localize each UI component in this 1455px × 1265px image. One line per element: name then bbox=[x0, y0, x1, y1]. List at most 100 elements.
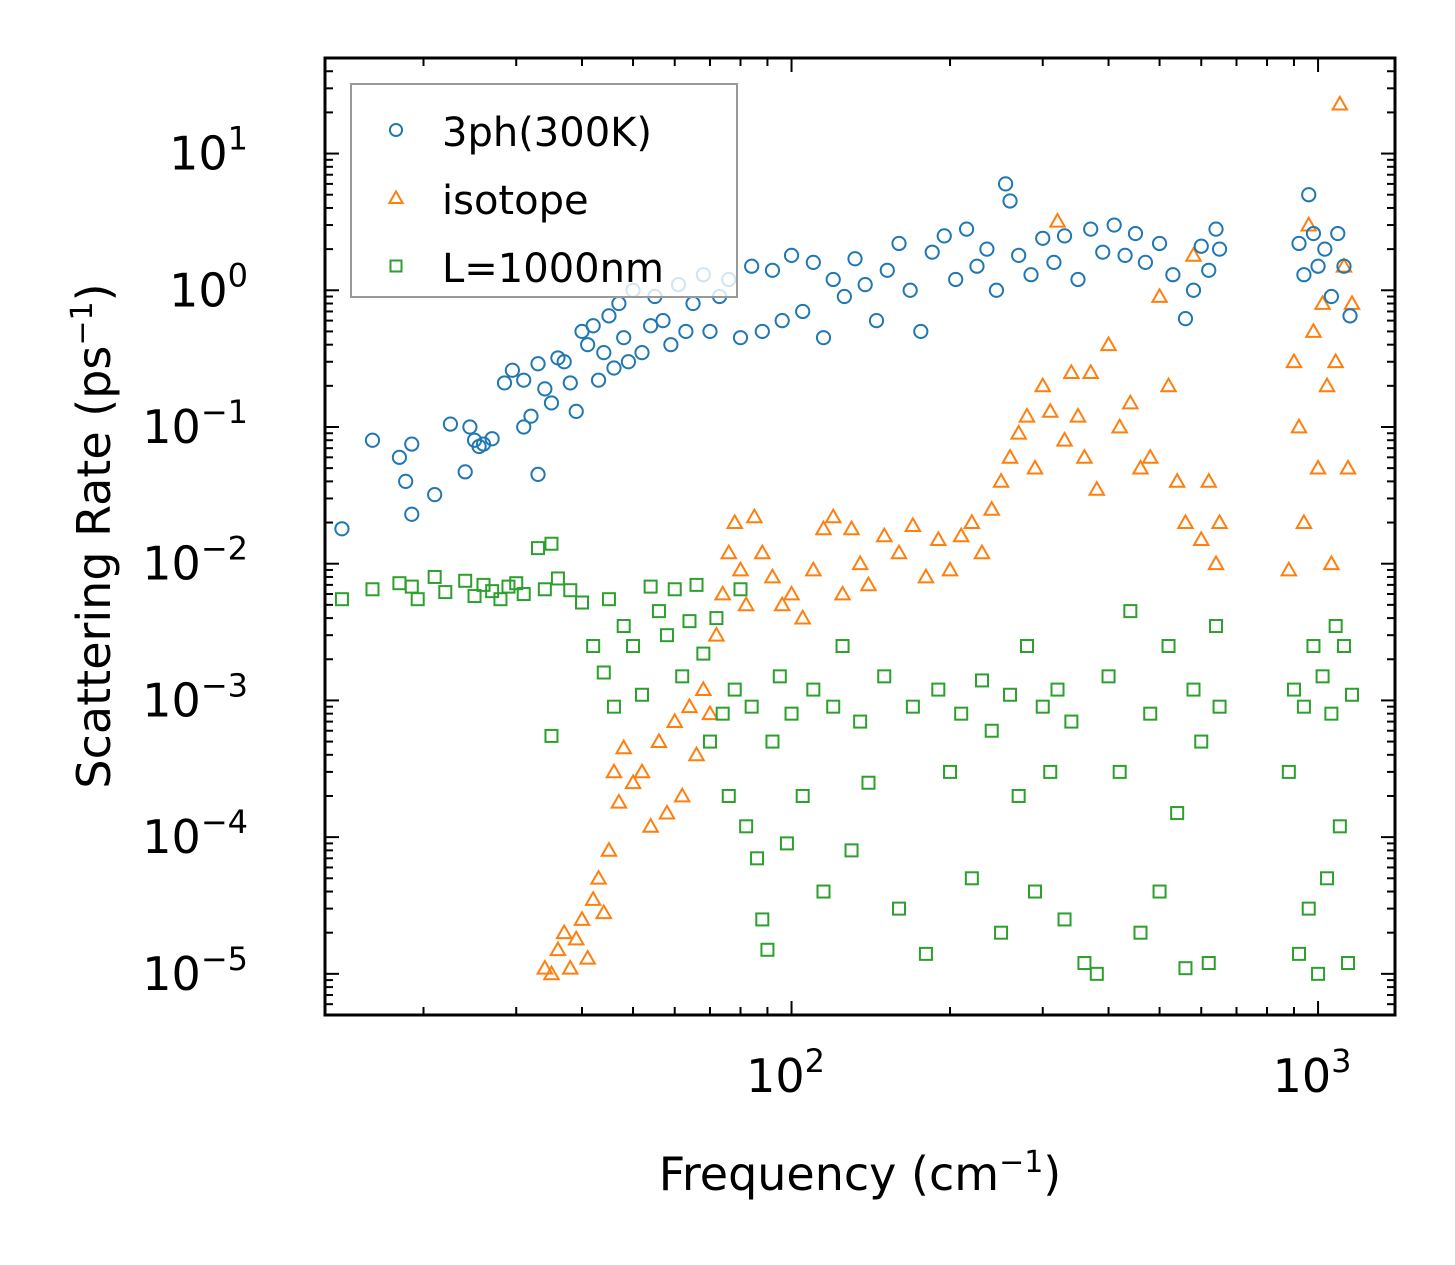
data-point bbox=[715, 706, 730, 721]
data-point bbox=[877, 669, 892, 684]
data-point bbox=[890, 543, 908, 560]
data-point bbox=[1143, 706, 1158, 721]
data-point bbox=[673, 786, 692, 803]
data-point bbox=[689, 577, 704, 592]
data-point bbox=[745, 507, 764, 524]
data-point bbox=[516, 587, 531, 602]
data-point bbox=[1210, 513, 1229, 529]
data-point bbox=[585, 318, 601, 334]
data-point bbox=[859, 575, 878, 592]
data-point bbox=[594, 903, 613, 920]
data-point bbox=[580, 337, 596, 353]
data-point bbox=[544, 536, 559, 551]
data-point bbox=[773, 595, 792, 612]
data-point bbox=[713, 584, 732, 601]
data-point bbox=[658, 803, 676, 820]
data-point bbox=[1279, 560, 1298, 577]
data-point bbox=[1048, 211, 1067, 228]
data-point bbox=[1023, 267, 1039, 283]
data-point bbox=[765, 734, 780, 749]
data-point bbox=[795, 303, 811, 320]
data-point bbox=[868, 313, 885, 329]
data-point bbox=[979, 241, 995, 257]
data-point bbox=[575, 595, 590, 610]
data-point bbox=[954, 706, 969, 721]
data-point bbox=[1342, 308, 1358, 324]
data-point bbox=[1110, 417, 1129, 434]
data-point bbox=[861, 775, 876, 790]
data-point bbox=[701, 704, 719, 721]
data-point bbox=[1186, 682, 1201, 697]
data-point bbox=[1011, 788, 1026, 803]
data-point bbox=[1064, 714, 1079, 729]
legend-label: isotope bbox=[442, 178, 589, 224]
data-point bbox=[763, 567, 782, 584]
data-point bbox=[1178, 961, 1193, 976]
data-point bbox=[1301, 187, 1317, 203]
data-point bbox=[931, 682, 946, 697]
legend-item: 3ph(300K) bbox=[388, 110, 652, 156]
data-point bbox=[924, 244, 940, 260]
data-point bbox=[633, 762, 651, 779]
data-point bbox=[1286, 682, 1301, 697]
data-point bbox=[929, 530, 948, 547]
data-point bbox=[982, 500, 1001, 516]
data-point bbox=[682, 614, 697, 629]
data-point bbox=[1099, 335, 1118, 352]
data-point bbox=[1344, 687, 1359, 702]
data-point bbox=[814, 519, 833, 536]
data-point bbox=[626, 639, 641, 654]
data-point bbox=[609, 793, 628, 809]
y-tick-label: 10−2 bbox=[142, 530, 248, 591]
data-point bbox=[1009, 424, 1028, 440]
data-point bbox=[744, 258, 760, 274]
data-point bbox=[1106, 217, 1122, 233]
data-point bbox=[563, 583, 578, 598]
data-point bbox=[1336, 258, 1352, 274]
data-point bbox=[643, 318, 659, 334]
data-point bbox=[1026, 458, 1044, 475]
data-point bbox=[614, 738, 633, 755]
data-point bbox=[1150, 287, 1169, 303]
data-point bbox=[816, 884, 831, 899]
data-point bbox=[600, 841, 618, 857]
data-point bbox=[1192, 530, 1211, 547]
data-point bbox=[1291, 235, 1307, 252]
data-point bbox=[903, 516, 922, 532]
series-square bbox=[334, 536, 1359, 981]
data-point bbox=[643, 579, 658, 594]
data-point bbox=[992, 472, 1010, 488]
data-point bbox=[917, 567, 935, 584]
data-point bbox=[550, 571, 565, 586]
data-point bbox=[754, 323, 770, 340]
data-point bbox=[391, 449, 408, 465]
data-point bbox=[721, 788, 736, 803]
data-point bbox=[879, 262, 895, 278]
data-point bbox=[651, 604, 666, 619]
data-point bbox=[1043, 764, 1058, 779]
data-point bbox=[784, 706, 799, 721]
data-point bbox=[590, 372, 607, 388]
data-point bbox=[1165, 267, 1181, 283]
data-point bbox=[678, 323, 694, 340]
data-point bbox=[516, 419, 532, 435]
data-point bbox=[973, 543, 991, 560]
data-point bbox=[737, 595, 756, 612]
data-point bbox=[1168, 472, 1187, 488]
data-point bbox=[493, 592, 508, 607]
data-point bbox=[501, 579, 516, 594]
data-point bbox=[1285, 352, 1303, 369]
data-point bbox=[1330, 225, 1346, 242]
data-point bbox=[1310, 258, 1326, 274]
data-point bbox=[1185, 282, 1202, 298]
data-point bbox=[1304, 322, 1323, 338]
data-point bbox=[918, 946, 933, 961]
legend-marker-square bbox=[389, 259, 403, 273]
legend-item: L=1000nm bbox=[389, 246, 664, 292]
data-point bbox=[635, 687, 650, 702]
data-point bbox=[1011, 247, 1027, 263]
data-point bbox=[847, 251, 863, 267]
data-point bbox=[997, 176, 1014, 192]
series-triangle bbox=[535, 94, 1361, 981]
data-point bbox=[641, 817, 660, 833]
